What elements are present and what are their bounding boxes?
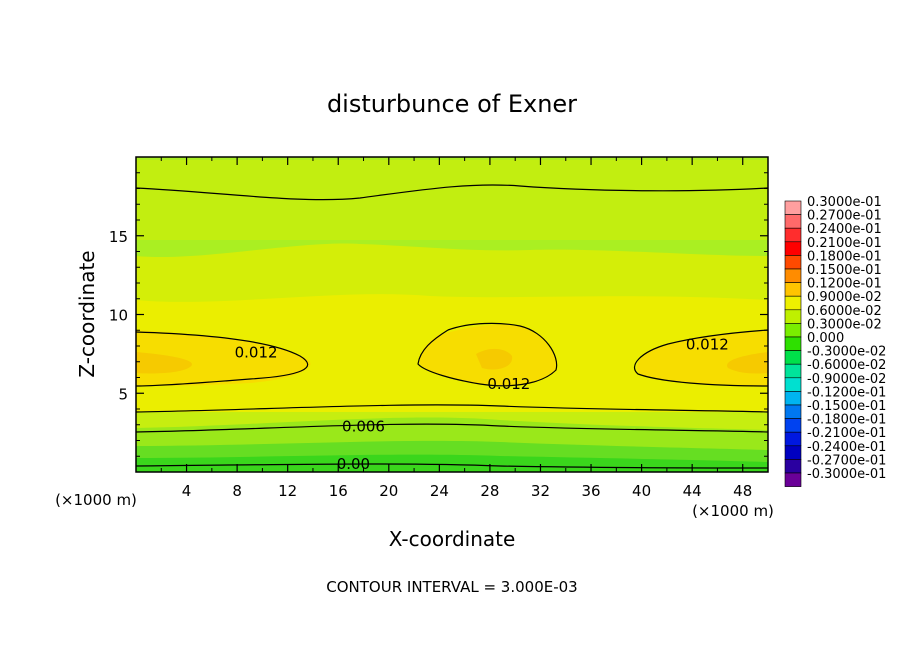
contour-interval-footer: CONTOUR INTERVAL = 3.000E-03: [326, 578, 577, 596]
colorbar-label: 0.3000e-01: [807, 195, 882, 210]
colorbar-label: 0.2400e-01: [807, 222, 882, 237]
contour-line-0.012-center: [417, 322, 558, 387]
colorbar-swatch: [784, 391, 802, 406]
colorbar-label: 0.9000e-02: [807, 290, 882, 305]
contour-line: [136, 184, 768, 201]
colorbar-swatch: [784, 282, 802, 297]
colorbar-swatch: [784, 363, 802, 379]
colorbar-label: 0.1500e-01: [807, 263, 882, 278]
x-tick-label: 8: [232, 482, 242, 500]
y-tick-label: 5: [118, 385, 128, 403]
y-axis-label: Z-coordinate: [75, 250, 99, 377]
y-tick-label: 15: [109, 228, 128, 246]
colorbar-swatch: [784, 404, 802, 419]
colorbar-swatch: [784, 227, 802, 243]
x-tick-label: 44: [683, 482, 702, 500]
x-tick-label: 48: [733, 482, 752, 500]
contour-label: 0.012: [686, 335, 729, 353]
contour-labels: 0.012 0.012 0.012 0.006 0.00: [235, 335, 729, 473]
x-tick-label: 40: [632, 482, 651, 500]
x-tick-label: 12: [278, 482, 297, 500]
colorbar-label: 0.1200e-01: [807, 277, 882, 292]
colorbar-label: 0.2100e-01: [807, 236, 882, 251]
x-tick-label: 36: [581, 482, 600, 500]
chart-title: disturbunce of Exner: [327, 90, 577, 118]
colorbar-swatch: [784, 472, 802, 487]
colorbar-swatch: [784, 350, 802, 365]
x-unit-left: (×1000 m): [55, 491, 137, 509]
contour-line: [136, 404, 768, 413]
y-axis: 5 10 15: [109, 172, 768, 457]
y-tick-label: 10: [109, 307, 128, 325]
colorbar-swatch: [784, 214, 802, 229]
colorbar: 0.3000e-010.2700e-010.2400e-010.2100e-01…: [784, 195, 886, 487]
x-tick-label: 16: [329, 482, 348, 500]
x-tick-label: 32: [531, 482, 550, 500]
colorbar-label: -0.1500e-01: [807, 399, 886, 414]
colorbar-label: -0.2100e-01: [807, 426, 886, 441]
x-axis-label: X-coordinate: [389, 527, 516, 551]
colorbar-swatch: [784, 418, 802, 433]
colorbar-swatch: [784, 459, 802, 474]
colorbar-swatch: [784, 200, 802, 215]
colorbar-label: -0.2700e-01: [807, 453, 886, 468]
colorbar-swatch: [784, 309, 802, 324]
x-tick-label: 4: [182, 482, 192, 500]
x-tick-label: 24: [430, 482, 449, 500]
colorbar-swatch: [784, 241, 802, 256]
x-axis: 4 8 12 16 20 24 28 32 36 40 44 48: [160, 157, 752, 500]
contour-label: 0.006: [342, 417, 385, 435]
x-tick-label: 28: [480, 482, 499, 500]
contour-label: 0.00: [337, 455, 370, 473]
contour-label: 0.012: [487, 375, 530, 393]
colorbar-label: 0.000: [807, 331, 844, 346]
colorbar-swatch: [784, 431, 802, 447]
colorbar-label: 0.1800e-01: [807, 249, 882, 264]
x-unit-right: (×1000 m): [692, 502, 774, 520]
contour-label: 0.012: [235, 343, 278, 361]
colorbar-swatch: [784, 323, 802, 338]
colorbar-swatch: [784, 295, 802, 311]
contour-line-0.012-left: [136, 331, 309, 387]
contour-lines: [136, 184, 768, 469]
colorbar-label: -0.9000e-02: [807, 372, 886, 387]
colorbar-swatch: [784, 377, 802, 392]
contour-line-0.00: [136, 463, 768, 469]
colorbar-label: -0.1800e-01: [807, 413, 886, 428]
colorbar-label: -0.1200e-01: [807, 385, 886, 400]
contour-line-0.006: [136, 423, 768, 433]
colorbar-label: 0.3000e-02: [807, 317, 882, 332]
colorbar-swatch: [784, 445, 802, 460]
colorbar-label: -0.2400e-01: [807, 440, 886, 455]
contour-line-0.012-right: [633, 329, 768, 387]
colorbar-swatch: [784, 268, 802, 283]
colorbar-label: 0.6000e-02: [807, 304, 882, 319]
colorbar-label: 0.2700e-01: [807, 209, 882, 224]
colorbar-swatch: [784, 255, 802, 270]
colorbar-label: -0.3000e-02: [807, 345, 886, 360]
x-tick-label: 20: [379, 482, 398, 500]
colorbar-swatch: [784, 336, 802, 351]
colorbar-label: -0.6000e-02: [807, 358, 886, 373]
colorbar-label: -0.3000e-01: [807, 467, 886, 482]
